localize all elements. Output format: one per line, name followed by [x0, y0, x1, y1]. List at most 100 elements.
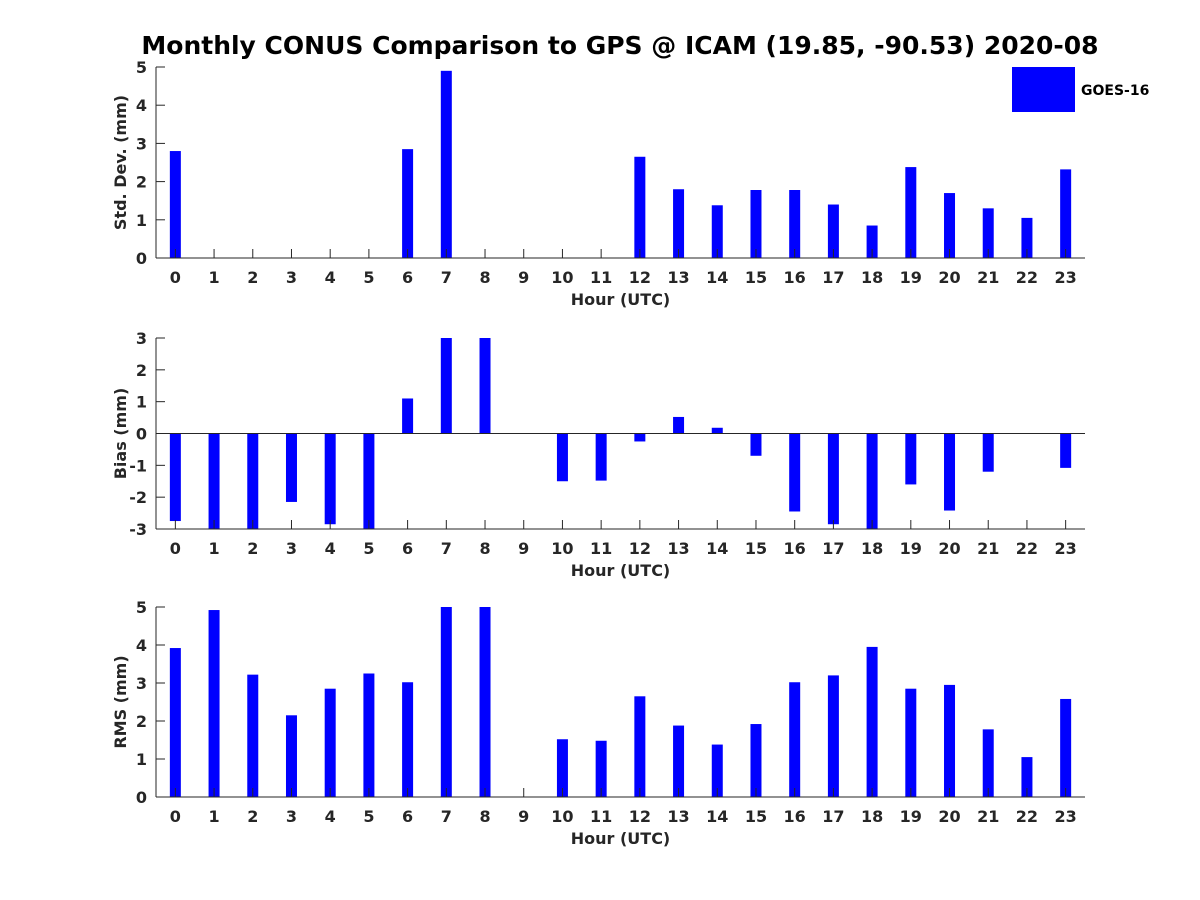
x-tick-label-bias: 23: [1055, 539, 1077, 558]
bar-std-hour-23: [1060, 169, 1072, 258]
x-tick-label-std: 21: [977, 268, 999, 287]
chart-title: Monthly CONUS Comparison to GPS @ ICAM (…: [141, 31, 1098, 60]
bar-rms-hour-0: [169, 648, 181, 797]
bar-bias-hour-12: [634, 433, 646, 442]
x-tick-label-rms: 1: [208, 807, 219, 826]
x-tick-label-bias: 16: [784, 539, 806, 558]
x-tick-label-std: 19: [900, 268, 922, 287]
x-tick-label-std: 20: [938, 268, 960, 287]
x-tick-label-std: 18: [861, 268, 883, 287]
x-tick-label-std: 5: [363, 268, 374, 287]
bar-std-hour-17: [827, 204, 839, 258]
bar-bias-hour-19: [905, 433, 917, 485]
bar-rms-hour-4: [324, 688, 336, 797]
x-tick-label-std: 8: [479, 268, 490, 287]
bar-rms-hour-18: [866, 646, 878, 797]
x-axis-label-std: Hour (UTC): [571, 290, 671, 309]
x-tick-label-std: 12: [629, 268, 651, 287]
x-tick-label-rms: 5: [363, 807, 374, 826]
x-tick-label-bias: 3: [286, 539, 297, 558]
x-tick-label-std: 11: [590, 268, 612, 287]
bar-rms-hour-21: [982, 729, 994, 797]
bar-rms-hour-10: [556, 739, 568, 797]
bar-rms-hour-6: [402, 682, 414, 797]
y-tick-label-bias: 2: [136, 361, 147, 380]
bar-rms-hour-11: [595, 740, 607, 797]
bar-bias-hour-2: [247, 433, 259, 529]
x-tick-label-bias: 1: [208, 539, 219, 558]
y-tick-label-std: 3: [136, 134, 147, 153]
y-tick-label-bias: -2: [129, 488, 147, 507]
x-tick-label-bias: 10: [551, 539, 573, 558]
x-tick-label-bias: 22: [1016, 539, 1038, 558]
bar-rms-hour-7: [440, 607, 452, 797]
x-tick-label-std: 0: [170, 268, 181, 287]
bar-std-hour-6: [402, 149, 414, 258]
y-tick-label-rms: 2: [136, 712, 147, 731]
bar-std-hour-19: [905, 167, 917, 258]
x-tick-label-rms: 22: [1016, 807, 1038, 826]
y-axis-label-rms: RMS (mm): [111, 655, 130, 748]
x-tick-label-std: 7: [441, 268, 452, 287]
x-tick-label-rms: 0: [170, 807, 181, 826]
x-tick-label-rms: 7: [441, 807, 452, 826]
x-tick-label-bias: 8: [479, 539, 490, 558]
x-tick-label-bias: 0: [170, 539, 181, 558]
bar-rms-hour-12: [634, 696, 646, 797]
x-tick-label-std: 6: [402, 268, 413, 287]
y-tick-label-std: 2: [136, 173, 147, 192]
x-tick-label-bias: 5: [363, 539, 374, 558]
x-tick-label-bias: 7: [441, 539, 452, 558]
bar-std-hour-0: [169, 151, 181, 258]
bar-rms-hour-1: [208, 610, 220, 797]
bar-bias-hour-20: [944, 433, 956, 511]
bar-std-hour-7: [440, 70, 452, 258]
y-tick-label-rms: 5: [136, 598, 147, 617]
y-tick-label-std: 5: [136, 58, 147, 77]
bar-bias-hour-5: [363, 433, 375, 529]
y-tick-label-std: 4: [136, 96, 147, 115]
bar-std-hour-20: [944, 193, 956, 258]
bar-bias-hour-8: [479, 338, 491, 434]
bar-bias-hour-4: [324, 433, 336, 525]
bar-std-hour-18: [866, 225, 878, 258]
bar-bias-hour-15: [750, 433, 762, 456]
x-tick-label-rms: 2: [247, 807, 258, 826]
bar-bias-hour-14: [711, 427, 723, 434]
bar-bias-hour-7: [440, 338, 452, 434]
x-tick-label-bias: 19: [900, 539, 922, 558]
x-tick-label-bias: 9: [518, 539, 529, 558]
bar-std-hour-13: [673, 189, 685, 258]
x-tick-label-rms: 20: [938, 807, 960, 826]
x-tick-label-rms: 15: [745, 807, 767, 826]
bar-rms-hour-5: [363, 673, 375, 797]
bar-bias-hour-17: [827, 433, 839, 525]
x-tick-label-bias: 2: [247, 539, 258, 558]
x-tick-label-std: 23: [1055, 268, 1077, 287]
y-tick-label-bias: -1: [129, 456, 147, 475]
x-axis-label-bias: Hour (UTC): [571, 561, 671, 580]
bar-bias-hour-21: [982, 433, 994, 472]
bar-bias-hour-16: [789, 433, 801, 512]
x-tick-label-bias: 18: [861, 539, 883, 558]
x-tick-label-std: 10: [551, 268, 573, 287]
x-tick-label-rms: 6: [402, 807, 413, 826]
bar-bias-hour-1: [208, 433, 220, 529]
bar-std-hour-15: [750, 190, 762, 258]
bar-std-hour-16: [789, 190, 801, 258]
x-tick-label-bias: 12: [629, 539, 651, 558]
bar-rms-hour-8: [479, 607, 491, 797]
x-tick-label-rms: 11: [590, 807, 612, 826]
bar-rms-hour-13: [673, 725, 685, 797]
legend: GOES-16: [1012, 67, 1149, 112]
x-tick-label-rms: 14: [706, 807, 728, 826]
x-tick-label-std: 3: [286, 268, 297, 287]
x-tick-label-std: 15: [745, 268, 767, 287]
x-tick-label-rms: 3: [286, 807, 297, 826]
x-tick-label-bias: 6: [402, 539, 413, 558]
bar-bias-hour-11: [595, 433, 607, 481]
bar-bias-hour-13: [673, 416, 685, 434]
